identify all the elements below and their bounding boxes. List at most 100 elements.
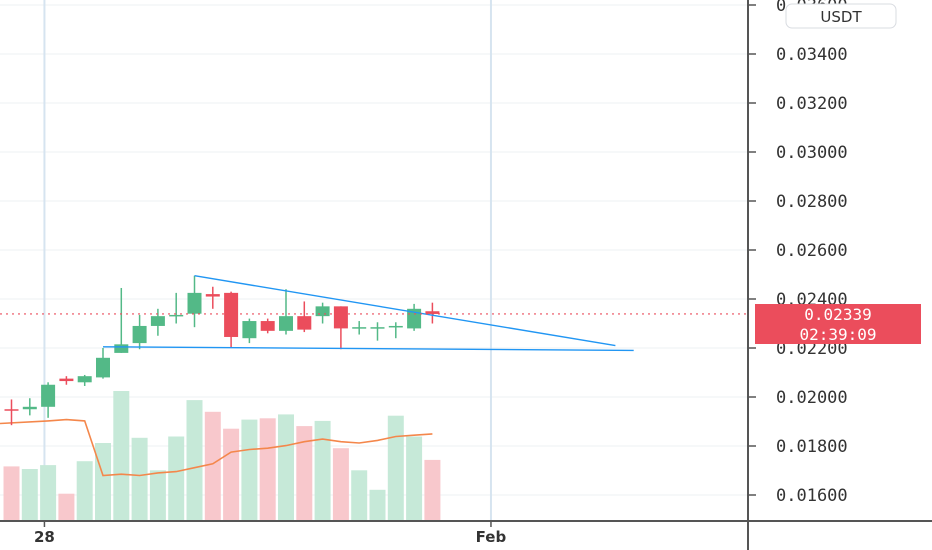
volume-bar [351,470,368,521]
trendline-lower[interactable] [102,346,634,352]
volume-layer [3,391,441,521]
candle-body [205,294,220,297]
candle[interactable] [22,398,37,416]
price-tick-label: 0.03000 [776,143,848,163]
time-tick-label: 28 [34,528,55,546]
candle[interactable] [242,318,257,344]
candle[interactable] [388,322,403,339]
candle[interactable] [370,322,385,341]
candle-body [425,311,440,314]
volume-bar [387,415,404,521]
candle[interactable] [187,275,202,328]
candle[interactable] [260,318,275,334]
candle[interactable] [297,301,312,333]
volume-bar [332,448,349,521]
candle-body [333,306,348,329]
volume-ma-line [0,418,433,477]
candle-body [41,384,56,407]
candle-body [114,344,129,353]
price-tick-label: 0.03200 [776,94,848,114]
candle-body [224,292,239,337]
volume-ma-layer [0,418,433,477]
candle-body [297,316,312,330]
candle[interactable] [425,302,440,324]
price-tick-label: 0.02600 [776,241,848,261]
candle[interactable] [315,302,330,324]
price-tick-label: 0.01800 [776,437,848,457]
volume-bar [241,419,258,521]
candle-body [260,321,275,331]
candle-body [279,316,293,331]
candle-body [22,406,37,410]
price-tick-label: 0.02800 [776,192,848,212]
volume-bar [21,469,38,521]
candle-body [242,321,257,339]
volume-bar [223,428,240,521]
time-axis-labels[interactable]: 28 Feb [34,521,506,546]
candle-body [132,325,147,344]
volume-bar [76,461,93,521]
candle-layer [4,275,440,426]
volume-bar [58,493,75,521]
candle-body [59,378,74,382]
candle[interactable] [150,308,165,336]
volume-bar [113,391,130,521]
volume-bar [168,436,185,521]
last-price-label: 0.02339 [804,305,871,324]
candle-body [407,308,422,329]
volume-bar [424,459,441,521]
volume-bar [406,436,423,521]
candle-body [187,292,202,314]
volume-bar [40,465,57,521]
countdown-label: 02:39:09 [799,325,876,344]
candle-body [150,316,165,326]
price-tick-label: 0.02000 [776,388,848,408]
volume-bar [3,466,20,521]
volume-bar [149,470,166,521]
volume-bar [259,418,276,521]
candle-body [370,327,385,329]
candle-body [315,306,330,317]
volume-bar [278,414,294,521]
trendline-upper[interactable] [194,275,616,347]
price-axis-labels[interactable]: 0.016000.018000.020000.022000.024000.026… [748,0,848,506]
currency-badge[interactable]: USDT [785,3,897,29]
time-tick-label: Feb [476,528,507,546]
candle[interactable] [224,291,239,348]
candle-body [96,357,110,378]
countdown-badge: 02:39:09 [755,324,921,344]
volume-bar [95,443,111,521]
candle-body [77,376,92,383]
candle[interactable] [4,399,19,426]
candle[interactable] [41,382,56,418]
candle[interactable] [96,348,110,379]
candle[interactable] [59,376,74,385]
candle[interactable] [352,321,367,335]
volume-bar [314,420,331,521]
candle-body [352,327,367,329]
candle-body [169,314,184,317]
candle[interactable] [77,374,92,386]
currency-label: USDT [820,8,862,26]
candle[interactable] [333,306,348,350]
price-tick-label: 0.01600 [776,486,848,506]
candle[interactable] [114,287,129,353]
volume-bar [186,400,203,521]
volume-bar [296,426,313,521]
candle[interactable] [279,289,293,335]
candle-body [4,409,19,411]
price-tick-label: 0.03400 [776,45,848,65]
candle[interactable] [169,292,184,324]
candle[interactable] [205,286,220,309]
candle[interactable] [407,303,422,331]
volume-bar [204,411,221,521]
volume-bar [131,437,148,521]
candle[interactable] [132,314,147,350]
volume-bar [369,489,386,521]
grid-layer [0,0,748,521]
trendline-layer [102,275,634,352]
last-price-badge: 0.02339 [755,304,921,324]
candle-body [388,325,403,328]
